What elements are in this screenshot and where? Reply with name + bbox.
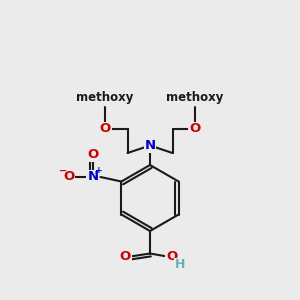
Text: O: O (166, 250, 177, 263)
Text: O: O (87, 148, 98, 161)
Text: O: O (63, 170, 74, 184)
Text: H: H (175, 258, 185, 272)
Text: methoxy: methoxy (76, 91, 134, 104)
Text: O: O (119, 250, 131, 263)
Text: −: − (59, 166, 67, 176)
Text: O: O (99, 122, 111, 136)
Text: O: O (189, 122, 201, 136)
Text: methoxy: methoxy (166, 91, 224, 104)
Text: N: N (144, 139, 156, 152)
Text: N: N (87, 170, 98, 184)
Text: +: + (95, 167, 103, 176)
